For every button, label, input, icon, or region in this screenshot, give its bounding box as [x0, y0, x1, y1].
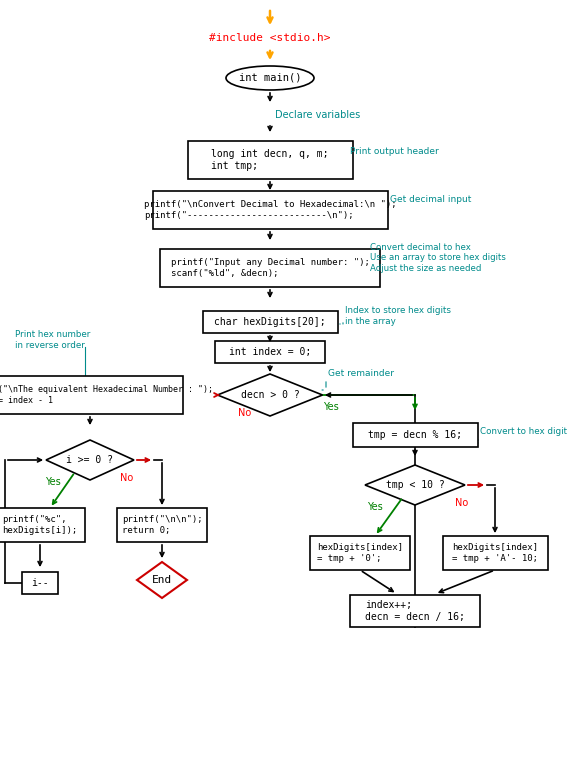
Bar: [0, 376, 182, 414]
Text: Yes: Yes: [367, 502, 383, 512]
Text: Convert to hex digit: Convert to hex digit: [480, 426, 567, 436]
Text: index++;
decn = decn / 16;: index++; decn = decn / 16;: [365, 600, 465, 622]
Text: char hexDigits[20];: char hexDigits[20];: [214, 317, 326, 327]
Text: Get remainder: Get remainder: [328, 368, 394, 378]
Text: End: End: [152, 575, 172, 585]
Ellipse shape: [226, 66, 314, 90]
Text: tmp < 10 ?: tmp < 10 ?: [386, 480, 444, 490]
Polygon shape: [365, 465, 465, 505]
Text: i--: i--: [31, 578, 49, 588]
Bar: [0, 508, 85, 542]
Text: printf("\nConvert Decimal to Hexadecimal:\n ");
printf("------------------------: printf("\nConvert Decimal to Hexadecimal…: [144, 200, 396, 220]
Polygon shape: [46, 440, 134, 480]
Text: Index to store hex digits
in the array: Index to store hex digits in the array: [345, 307, 451, 325]
Bar: [203, 311, 338, 333]
Text: #include <stdio.h>: #include <stdio.h>: [209, 33, 331, 43]
Text: No: No: [455, 498, 468, 508]
Text: printf("Input any Decimal number: ");
scanf("%ld", &decn);: printf("Input any Decimal number: "); sc…: [171, 258, 369, 278]
Polygon shape: [217, 374, 322, 416]
Bar: [188, 141, 353, 179]
Text: Yes: Yes: [45, 477, 61, 487]
Text: printf("\nThe equivalent Hexadecimal Number : ");
int i = index - 1: printf("\nThe equivalent Hexadecimal Num…: [0, 385, 213, 405]
Text: No: No: [239, 408, 251, 418]
Polygon shape: [137, 562, 187, 598]
Bar: [160, 249, 380, 287]
Text: printf("%c",
hexDigits[i]);: printf("%c", hexDigits[i]);: [2, 515, 77, 535]
Bar: [310, 536, 410, 570]
Text: Get decimal input: Get decimal input: [390, 196, 471, 205]
Text: long int decn, q, m;
int tmp;: long int decn, q, m; int tmp;: [211, 149, 329, 171]
Text: Print output header: Print output header: [350, 148, 439, 156]
Bar: [350, 595, 480, 627]
Text: tmp = decn % 16;: tmp = decn % 16;: [368, 430, 462, 440]
Text: Declare variables: Declare variables: [275, 110, 360, 120]
Text: printf("\n\n");
return 0;: printf("\n\n"); return 0;: [122, 515, 202, 535]
Bar: [215, 341, 325, 363]
Text: Print hex number
in reverse order: Print hex number in reverse order: [15, 330, 90, 350]
Bar: [353, 423, 478, 447]
Text: hexDigits[index]
= tmp + '0';: hexDigits[index] = tmp + '0';: [317, 543, 403, 563]
Bar: [442, 536, 547, 570]
Text: No: No: [120, 473, 133, 483]
Text: Yes: Yes: [323, 402, 339, 412]
Text: i >= 0 ?: i >= 0 ?: [66, 455, 114, 465]
Text: hexDigits[index]
= tmp + 'A'- 10;: hexDigits[index] = tmp + 'A'- 10;: [452, 543, 538, 563]
Text: Convert decimal to hex
Use an array to store hex digits
Adjust the size as neede: Convert decimal to hex Use an array to s…: [370, 243, 506, 273]
Text: decn > 0 ?: decn > 0 ?: [241, 390, 299, 400]
Bar: [117, 508, 207, 542]
Bar: [152, 191, 387, 229]
Text: int main(): int main(): [239, 73, 301, 83]
Text: int index = 0;: int index = 0;: [229, 347, 311, 357]
Bar: [22, 572, 58, 594]
